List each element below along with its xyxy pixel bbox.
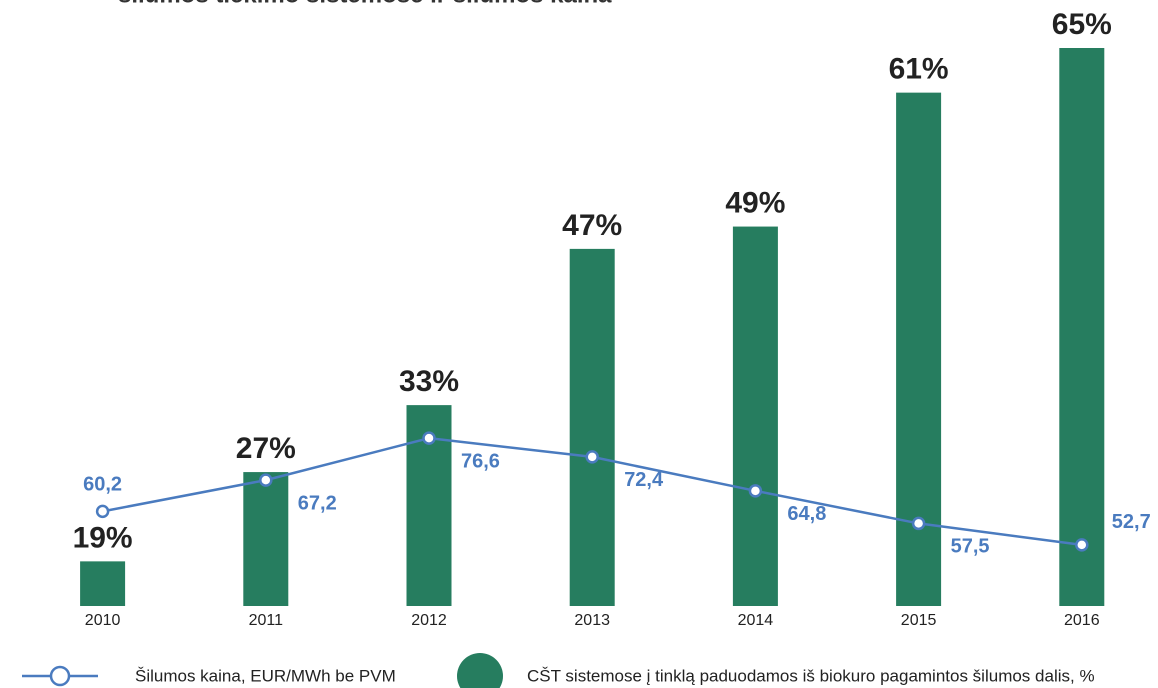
x-tick-label: 2016 — [1064, 612, 1100, 629]
line-marker — [1075, 538, 1089, 552]
line-label: 57,5 — [951, 536, 990, 558]
x-tick-label: 2010 — [85, 612, 121, 629]
line-marker — [748, 484, 763, 498]
line-marker — [259, 473, 273, 487]
line-label: 67,2 — [298, 492, 337, 514]
bar-label: 61% — [889, 53, 949, 86]
bar — [1059, 48, 1105, 606]
line-label: 60,2 — [83, 474, 122, 496]
line-marker — [585, 450, 599, 464]
bar-label: 33% — [399, 365, 459, 398]
bar-label: 47% — [562, 209, 622, 242]
legend-label: CŠT sistemose į tinklą paduodamos iš bio… — [527, 666, 1095, 685]
bar — [243, 472, 289, 606]
bar — [732, 226, 778, 606]
bar-label: 65% — [1052, 8, 1112, 41]
line-label: 52,7 — [1112, 511, 1151, 533]
bar-label: 19% — [73, 521, 133, 554]
x-tick-label: 2014 — [738, 612, 774, 629]
bar-label: 49% — [725, 186, 785, 219]
line-label: 64,8 — [787, 503, 826, 525]
line-label: 72,4 — [624, 469, 664, 491]
line-marker — [95, 504, 110, 519]
line-marker — [422, 431, 436, 445]
bar-label: 27% — [236, 432, 296, 465]
bar — [569, 248, 615, 606]
x-tick-label: 2015 — [901, 612, 937, 629]
legend-label: Šilumos kaina, EUR/MWh be PVM — [135, 666, 396, 685]
line-marker — [911, 516, 926, 531]
line-label: 76,6 — [461, 450, 500, 472]
x-tick-label: 2011 — [249, 612, 284, 629]
legend-line-marker — [49, 665, 71, 687]
legend-bar-icon — [457, 653, 503, 688]
bar — [80, 561, 126, 606]
chart-title: šilumos tiekimo sistemose ir šilumos kai… — [118, 0, 612, 8]
x-tick-label: 2012 — [411, 612, 447, 629]
x-tick-label: 2013 — [574, 612, 610, 629]
